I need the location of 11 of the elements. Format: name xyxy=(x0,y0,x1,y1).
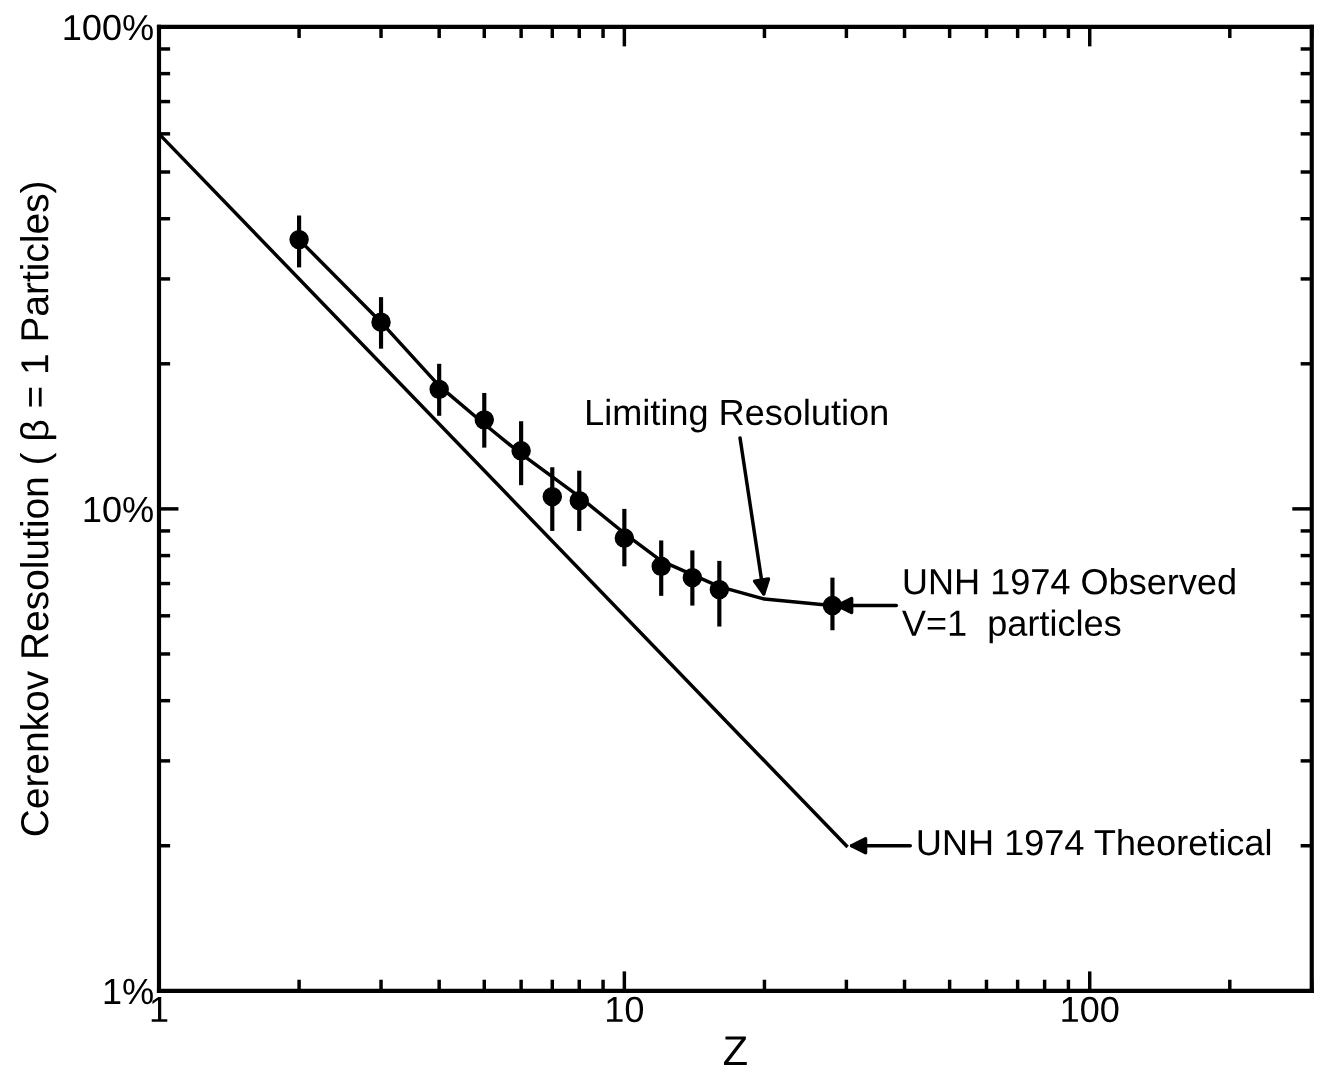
y-tick-label: 1% xyxy=(104,978,153,1005)
annotation: UNH 1974 Theoretical xyxy=(918,828,1271,856)
y-tick-label: 100% xyxy=(64,14,153,41)
x-tick-label: 100 xyxy=(1062,996,1119,1023)
y-tick-label: 10% xyxy=(84,496,153,523)
x-axis-title: Z xyxy=(723,1036,747,1066)
annotation: UNH 1974 Observed V=1 particles xyxy=(902,568,1235,644)
x-tick-label: 10 xyxy=(607,996,644,1023)
annotation: Limiting Resolution xyxy=(587,398,887,433)
x-tick-label: 1 xyxy=(151,997,168,1022)
y-axis-title: Cerenkov Resolution ( β = 1 Particles) xyxy=(19,182,57,836)
